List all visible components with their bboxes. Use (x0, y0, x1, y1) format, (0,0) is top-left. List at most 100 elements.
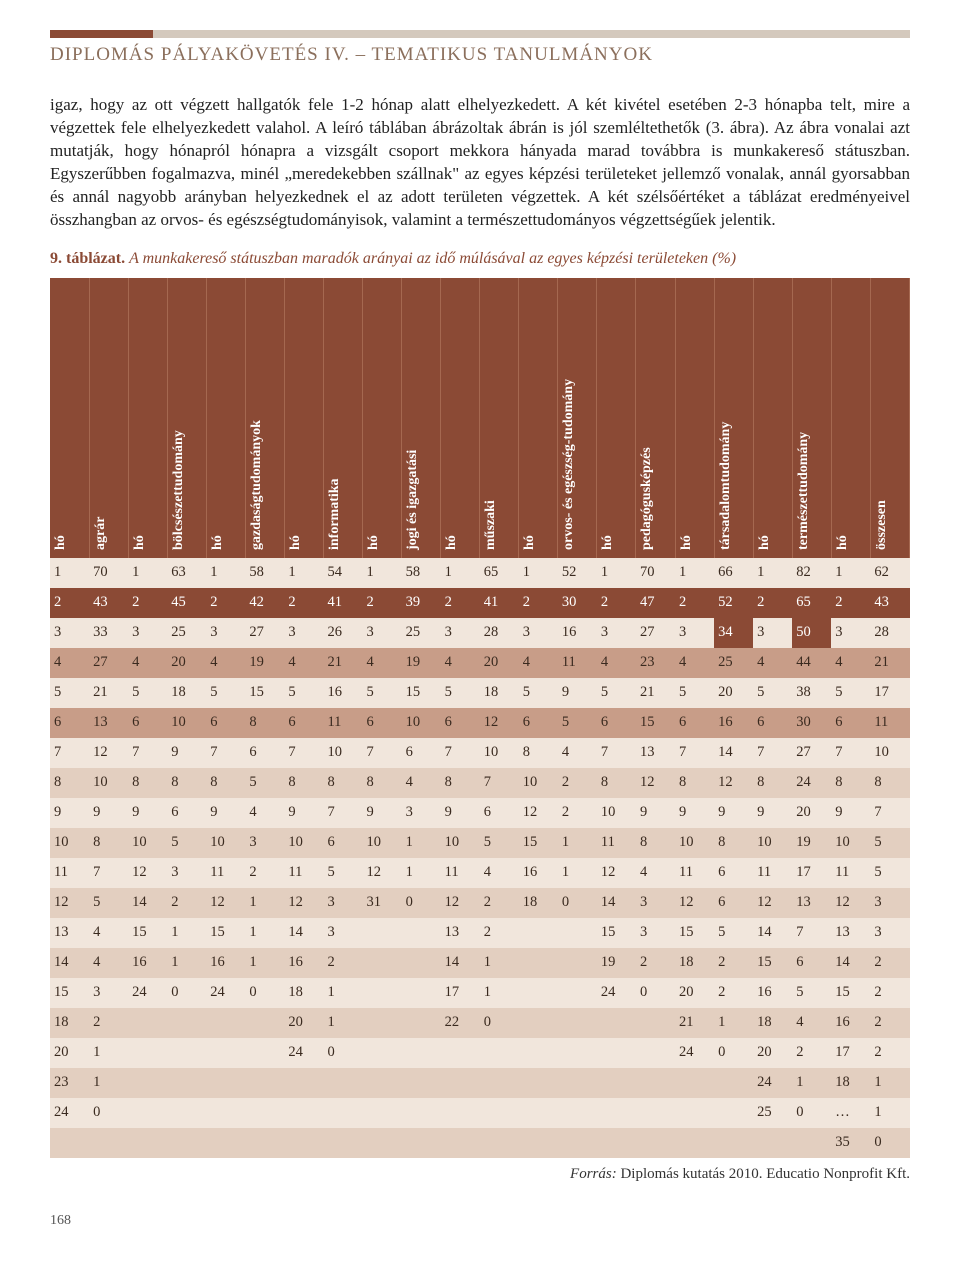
table-cell: 20 (792, 798, 831, 828)
table-cell: 19 (402, 648, 441, 678)
table-cell (519, 1008, 558, 1038)
table-cell: 14 (50, 948, 89, 978)
table-cell: 7 (597, 738, 636, 768)
table-cell: 3 (245, 828, 284, 858)
table-cell: 1 (245, 888, 284, 918)
table-cell (402, 1098, 441, 1128)
table-cell: 1 (245, 918, 284, 948)
table-cell: 70 (636, 558, 675, 588)
table-cell: 1 (558, 828, 597, 858)
table-cell: 5 (363, 678, 402, 708)
table-cell: 17 (870, 678, 909, 708)
table-cell: 10 (402, 708, 441, 738)
table-cell (245, 1128, 284, 1158)
table-row: 231241181 (50, 1068, 910, 1098)
table-cell (206, 1098, 245, 1128)
table-cell: 10 (753, 828, 792, 858)
table-cell (167, 1068, 206, 1098)
table-cell: 12 (636, 768, 675, 798)
table-cell (519, 978, 558, 1008)
table-cell (284, 1068, 323, 1098)
table-cell: 3 (753, 618, 792, 648)
table-cell (245, 1068, 284, 1098)
table-cell: 18 (480, 678, 519, 708)
table-cell (402, 948, 441, 978)
table-cell (636, 1098, 675, 1128)
table-cell: 12 (89, 738, 128, 768)
table-cell: 9 (363, 798, 402, 828)
table-cell: 18 (284, 978, 323, 1008)
table-cell (558, 1098, 597, 1128)
header-rule (50, 30, 910, 38)
table-cell: 11 (323, 708, 362, 738)
table-cell: 10 (519, 768, 558, 798)
table-cell: 3 (675, 618, 714, 648)
table-cell: 8 (284, 768, 323, 798)
table-cell: … (831, 1098, 870, 1128)
table-cell: 11 (284, 858, 323, 888)
table-cell: 19 (792, 828, 831, 858)
table-cell: 11 (753, 858, 792, 888)
table-cell: 50 (792, 618, 831, 648)
table-cell: 4 (363, 648, 402, 678)
column-header: gazdaságtudományok (245, 278, 284, 558)
table-cell: 43 (870, 588, 909, 618)
table-cell: 1 (831, 558, 870, 588)
table-cell: 15 (831, 978, 870, 1008)
table-cell: 1 (89, 1038, 128, 1068)
table-cell (128, 1008, 167, 1038)
table-cell: 0 (89, 1098, 128, 1128)
table-cell (402, 1038, 441, 1068)
table-cell: 6 (206, 708, 245, 738)
table-row: 182201220211184162 (50, 1008, 910, 1038)
table-cell: 3 (636, 918, 675, 948)
table-cell: 6 (714, 888, 753, 918)
table-cell: 1 (402, 828, 441, 858)
table-cell: 11 (675, 858, 714, 888)
table-cell (363, 1008, 402, 1038)
table-cell: 7 (50, 738, 89, 768)
table-cell (597, 1128, 636, 1158)
table-cell (597, 1038, 636, 1068)
table-cell: 52 (558, 558, 597, 588)
table-cell: 3 (89, 978, 128, 1008)
source-label: Forrás: (570, 1166, 617, 1182)
table-cell (558, 1128, 597, 1158)
table-cell: 16 (714, 708, 753, 738)
table-cell: 21 (636, 678, 675, 708)
table-cell: 4 (753, 648, 792, 678)
table-cell: 2 (363, 588, 402, 618)
table-cell (402, 1068, 441, 1098)
table-cell (636, 1038, 675, 1068)
table-cell: 7 (128, 738, 167, 768)
table-cell: 44 (792, 648, 831, 678)
table-cell: 2 (323, 948, 362, 978)
table-cell: 65 (480, 558, 519, 588)
table-cell: 1 (792, 1068, 831, 1098)
table-cell: 8 (206, 768, 245, 798)
table-cell: 3 (441, 618, 480, 648)
table-cell: 1 (323, 978, 362, 1008)
table-cell: 7 (206, 738, 245, 768)
table-cell: 0 (792, 1098, 831, 1128)
table-cell: 6 (363, 708, 402, 738)
table-cell: 21 (323, 648, 362, 678)
table-cell: 2 (89, 1008, 128, 1038)
table-cell: 14 (831, 948, 870, 978)
table-cell: 33 (89, 618, 128, 648)
table-cell (519, 948, 558, 978)
table-body: 1701631581541581651521701661821622432452… (50, 558, 910, 1158)
table-cell: 1 (363, 558, 402, 588)
table-cell: 1 (519, 558, 558, 588)
table-cell: 82 (792, 558, 831, 588)
table-cell: 9 (753, 798, 792, 828)
table-cell (597, 1008, 636, 1038)
table-cell (558, 918, 597, 948)
table-cell (363, 948, 402, 978)
body-paragraph: igaz, hogy az ott végzett hallgatók fele… (50, 94, 910, 232)
table-cell: 4 (89, 948, 128, 978)
table-cell: 14 (753, 918, 792, 948)
table-cell (753, 1128, 792, 1158)
table-cell: 4 (402, 768, 441, 798)
table-cell: 8 (714, 828, 753, 858)
